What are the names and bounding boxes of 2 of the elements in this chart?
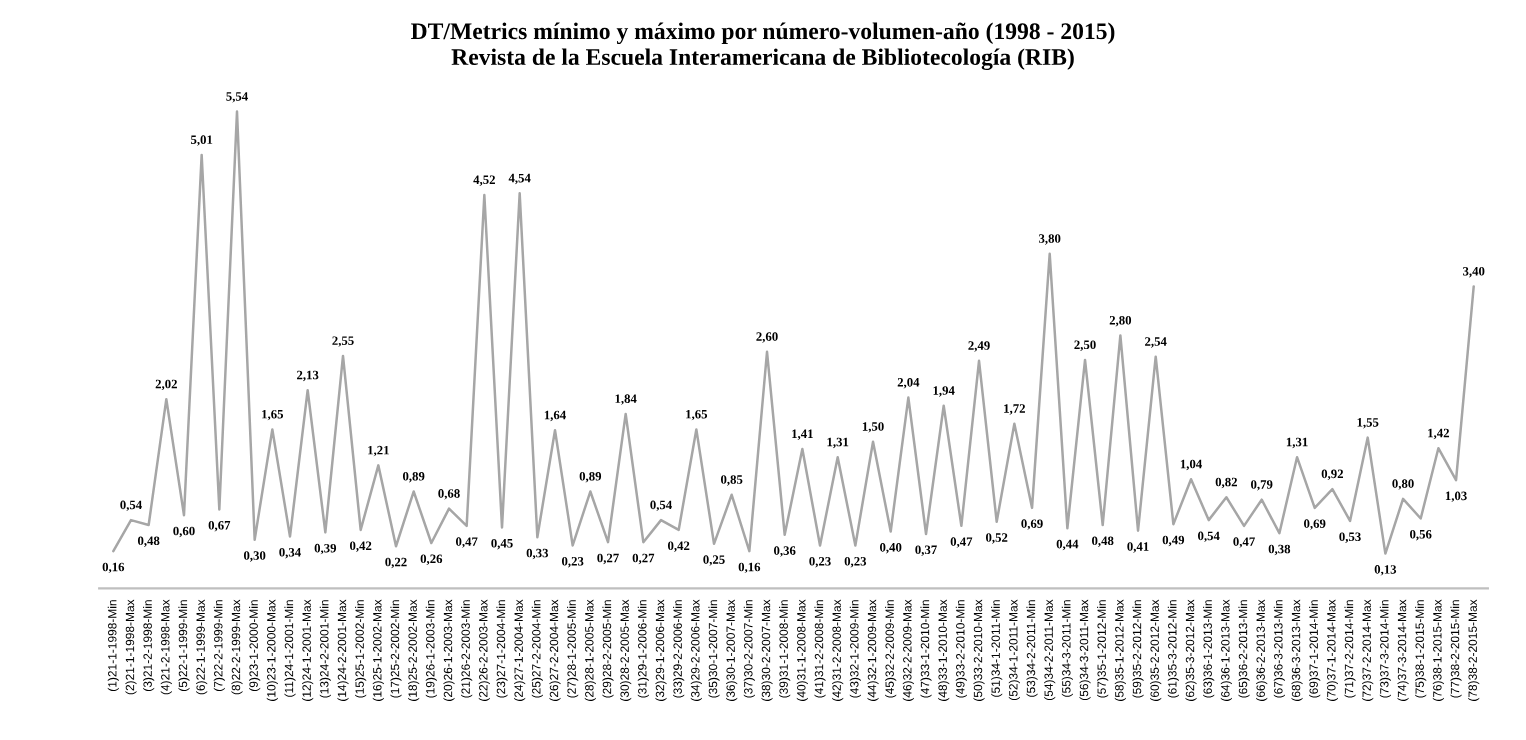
chart-title: DT/Metrics mínimo y máximo por número-volumen-año (1998 - 2015) — [411, 22, 1115, 45]
chart-subtitle: Revista de la Escuela Interamericana de Bibliotecología (RIB) — [451, 48, 1074, 71]
